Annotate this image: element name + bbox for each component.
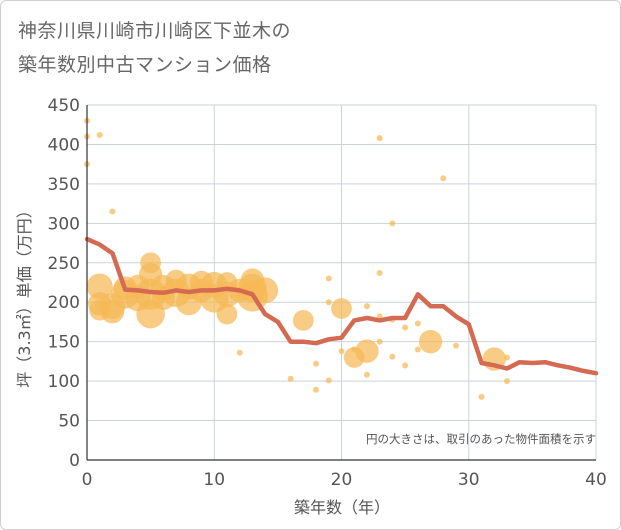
bubble-point (331, 298, 352, 319)
bubble-point (325, 299, 332, 306)
bubble-size-note: 円の大きさは、取引のあった物件面積を示す (366, 432, 596, 446)
average-price-line (84, 236, 599, 376)
title-line-1: 神奈川県川崎市川崎区下並木の (18, 20, 292, 42)
y-tick-label: 450 (48, 96, 80, 116)
x-tick-label: 20 (331, 470, 353, 490)
bubble-point (402, 362, 409, 369)
chart-title: 神奈川県川崎市川崎区下並木の 築年数別中古マンション価格 (18, 14, 438, 82)
bubble-point (503, 378, 510, 385)
bubble-point (414, 320, 421, 327)
y-axis-label: 坪（3.3㎡）単価（万円） (15, 202, 34, 387)
x-tick-label: 30 (458, 470, 480, 490)
y-tick-label: 50 (58, 412, 80, 432)
bubble-layer (84, 117, 510, 400)
x-tick-label: 10 (203, 470, 225, 490)
y-tick-label: 300 (48, 214, 80, 234)
x-axis-label: 築年数（年） (294, 498, 390, 517)
bubble-point (363, 371, 370, 378)
bubble-point (313, 360, 320, 367)
bubble-point (363, 303, 370, 310)
y-tick-label: 200 (48, 293, 80, 313)
axes (86, 105, 596, 461)
bubble-point (478, 393, 485, 400)
bubble-point (292, 309, 314, 331)
y-tick-label: 400 (48, 135, 80, 155)
bubble-point (376, 338, 383, 345)
bubble-point (325, 377, 332, 384)
title-line-2: 築年数別中古マンション価格 (18, 54, 272, 76)
bubble-point (414, 346, 421, 353)
bubble-point (86, 273, 113, 300)
bubble-point (402, 324, 409, 331)
bubble-point (216, 303, 238, 325)
y-tick-label: 0 (69, 451, 80, 471)
bubble-point (236, 349, 243, 356)
bubble-point (313, 386, 320, 393)
bubble-point (418, 329, 443, 354)
bubble-point (376, 135, 383, 142)
bubble-point (287, 375, 294, 382)
bubble-point (109, 208, 116, 215)
bubble-point (338, 348, 345, 355)
bubble-point (252, 277, 279, 304)
bubble-point (503, 354, 510, 361)
bubble-point (355, 339, 379, 363)
bubble-point (453, 342, 460, 349)
bubble-point (440, 175, 447, 182)
tick-labels: 0 50 100 150 200 250 300 350 400 450 0 10 20 30 40 (48, 96, 607, 490)
bubble-point (389, 353, 396, 360)
bubble-point (96, 131, 103, 138)
y-tick-label: 150 (48, 333, 80, 353)
bubble-point (389, 220, 396, 227)
y-tick-label: 350 (48, 175, 80, 195)
bubble-point (376, 270, 383, 277)
x-tick-label: 40 (585, 470, 607, 490)
x-tick-label: 0 (82, 470, 93, 490)
bubble-point (325, 275, 332, 282)
y-tick-label: 100 (48, 372, 80, 392)
y-tick-label: 250 (48, 254, 80, 274)
